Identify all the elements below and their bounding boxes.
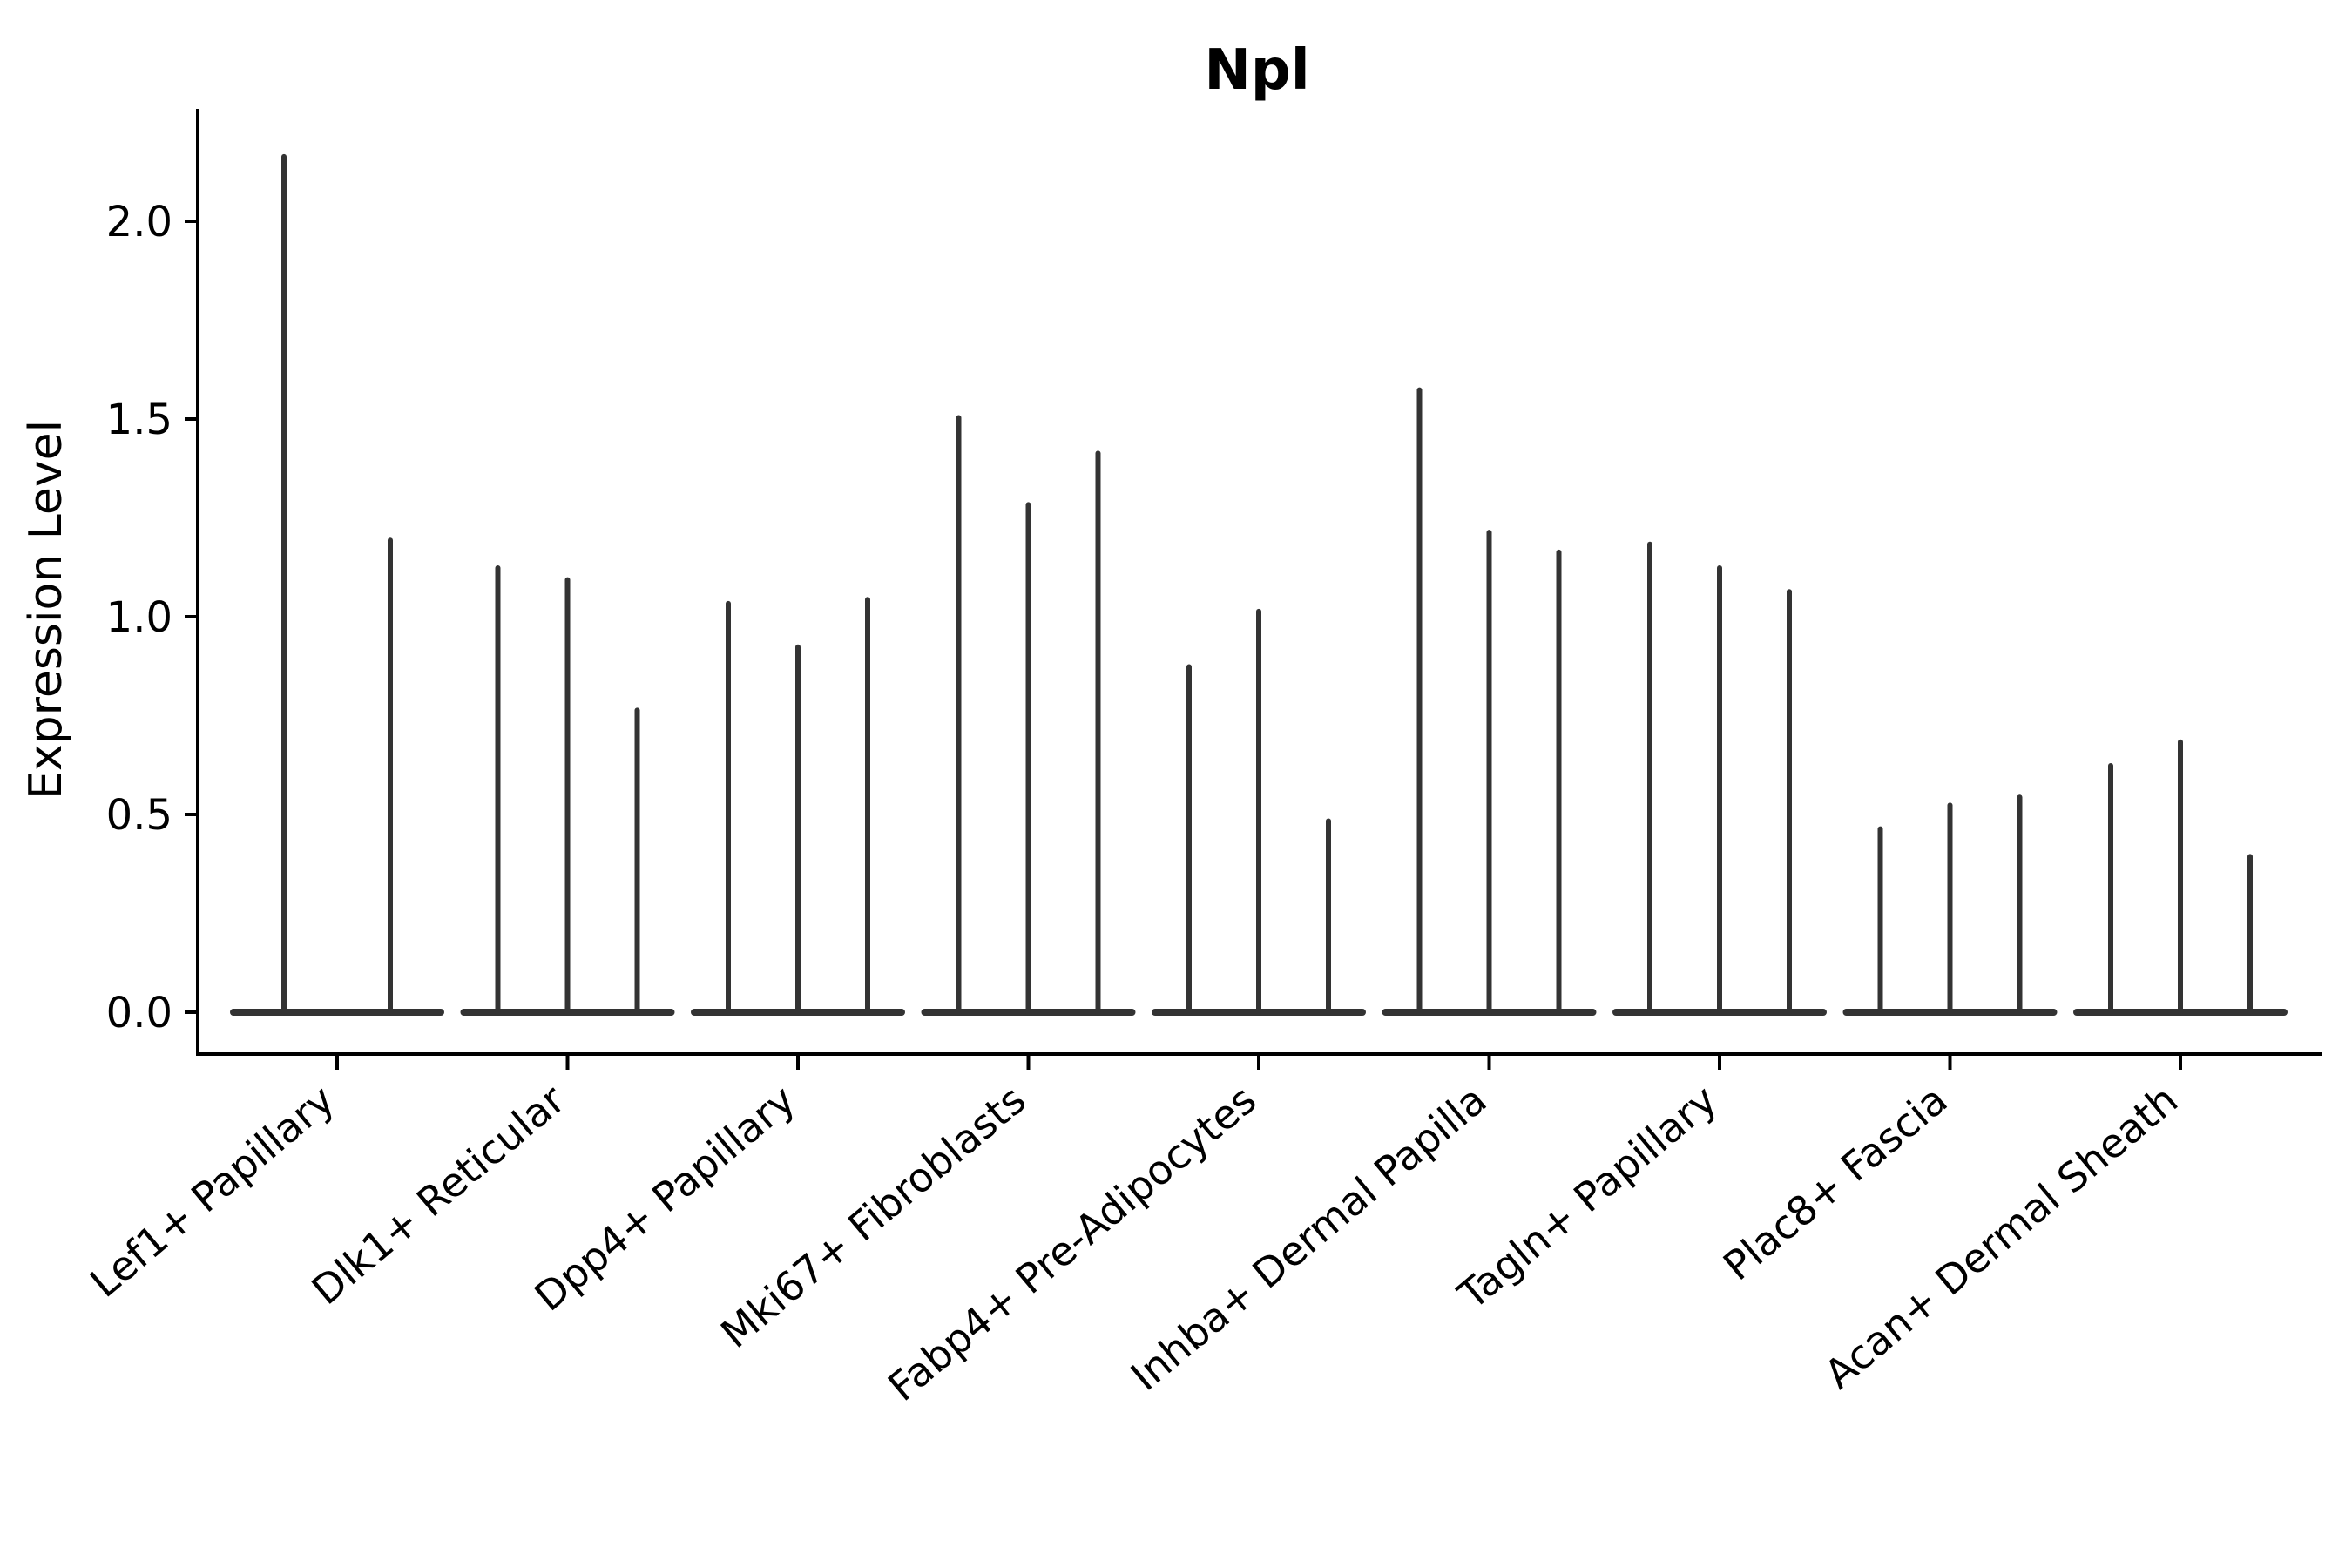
violin-spike <box>1877 826 1883 1016</box>
violin-group <box>1612 541 1827 1016</box>
x-tick-label: Fabp4+ Pre-Adipocytes <box>879 1076 1265 1410</box>
violin-spike <box>2247 854 2253 1016</box>
violin-spike <box>1186 664 1192 1016</box>
violins-layer <box>230 153 2288 1017</box>
violin-spike <box>495 564 501 1016</box>
y-tick-label: 1.5 <box>106 395 172 444</box>
violin-spike <box>726 600 731 1016</box>
axes-layer: 0.0 0.5 1.0 1.5 2.0 <box>106 109 2322 1070</box>
violin-spike <box>956 415 962 1017</box>
violin-spike <box>1416 387 1423 1016</box>
violin-spike <box>564 577 571 1016</box>
violin-spike <box>795 644 801 1016</box>
violin-spike <box>2178 739 2183 1016</box>
violin-spike <box>1095 450 1101 1016</box>
violin-group <box>1842 794 2058 1016</box>
violin-spike <box>1326 818 1331 1016</box>
violin-spike <box>1256 608 1261 1016</box>
violin-spike <box>1717 564 1722 1016</box>
violin-group <box>691 597 905 1016</box>
violin-group <box>2073 739 2288 1016</box>
violin-group <box>230 153 444 1016</box>
violin-spike <box>865 597 870 1016</box>
violin-spike <box>1486 530 1492 1016</box>
violin-base <box>230 1009 444 1016</box>
violin-group <box>921 415 1136 1017</box>
violin-spike <box>281 153 287 1016</box>
y-tick-label: 0.0 <box>106 989 172 1037</box>
plot-title: Npl <box>1204 38 1309 103</box>
violin-spike <box>2017 794 2023 1016</box>
violin-spike <box>1556 549 1562 1016</box>
violin-group <box>1382 387 1597 1016</box>
violin-spike <box>1787 589 1792 1016</box>
y-axis-label: Expression Level <box>20 420 72 800</box>
y-tick-label: 2.0 <box>106 198 172 247</box>
y-tick-label: 1.0 <box>106 593 172 642</box>
violin-spike <box>388 537 393 1016</box>
x-tick-label: Plac8+ Fascia <box>1714 1076 1957 1289</box>
violin-spike <box>2108 762 2113 1016</box>
violin-spike <box>634 707 640 1016</box>
y-tick-label: 0.5 <box>106 791 172 840</box>
violin-group <box>1152 608 1366 1016</box>
violin-group <box>460 564 675 1016</box>
x-tick-label: Lef1+ Papillary <box>81 1076 343 1307</box>
violin-spike <box>1025 502 1031 1016</box>
violin-spike <box>1947 802 1953 1016</box>
violin-spike <box>1647 541 1652 1016</box>
